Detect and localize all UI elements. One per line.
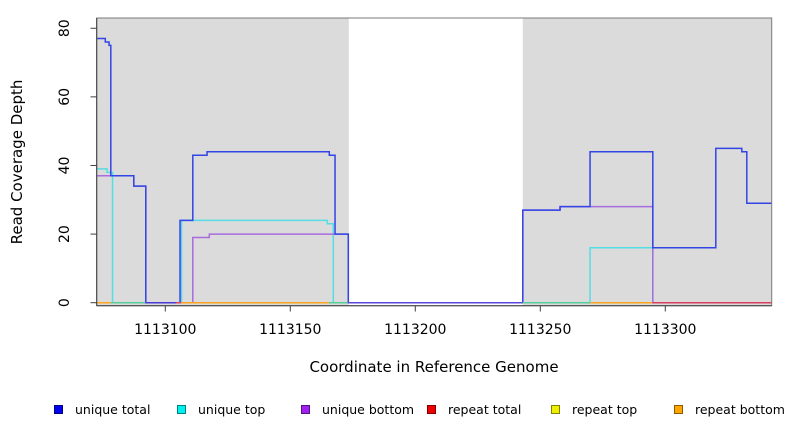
y-tick-label: 20 bbox=[57, 225, 73, 243]
legend-item-repeat-top: repeat top bbox=[551, 401, 637, 417]
x-tick-label: 1113100 bbox=[134, 322, 196, 338]
repeat-region-right bbox=[522, 18, 772, 306]
y-axis-title: Read Coverage Depth bbox=[8, 80, 26, 245]
legend-label: unique bottom bbox=[322, 401, 415, 417]
legend-label: repeat top bbox=[572, 401, 638, 417]
y-tick-label: 40 bbox=[57, 157, 73, 175]
coverage-chart: 1113100 1113150 1113200 1113250 1113300 0 20 40… bbox=[8, 17, 773, 376]
legend-swatch-icon bbox=[551, 404, 560, 414]
legend-label: unique total bbox=[75, 401, 151, 417]
x-tick-label: 1113300 bbox=[634, 322, 696, 338]
y-tick-label: 0 bbox=[57, 298, 73, 307]
shaded-regions bbox=[96, 18, 772, 306]
repeat-region-left bbox=[96, 18, 349, 306]
x-tick-label: 1113200 bbox=[384, 322, 446, 338]
legend-item-unique-top: unique top bbox=[177, 401, 265, 417]
x-tick-label: 1113150 bbox=[259, 322, 321, 338]
legend-label: unique top bbox=[198, 401, 266, 417]
legend-item-repeat-total: repeat total bbox=[427, 401, 521, 417]
legend-swatch-icon bbox=[301, 404, 310, 414]
legend-label: repeat total bbox=[448, 401, 522, 417]
legend-swatch-icon bbox=[427, 404, 436, 414]
legend-item-unique-total: unique total bbox=[54, 401, 150, 417]
legend-swatch-icon bbox=[54, 404, 63, 414]
y-tick-label: 80 bbox=[57, 19, 73, 37]
chart-legend: unique total unique top unique bottom repea… bbox=[0, 398, 792, 424]
series-line-unique-top bbox=[96, 168, 772, 304]
axes: 1113100 1113150 1113200 1113250 1113300 0 20 40… bbox=[57, 18, 772, 338]
legend-label: repeat bottom bbox=[695, 401, 785, 417]
y-tick-label: 60 bbox=[57, 88, 73, 106]
series-line-unique-total bbox=[96, 37, 772, 304]
legend-item-unique-bottom: unique bottom bbox=[301, 401, 414, 417]
legend-swatch-icon bbox=[177, 404, 186, 414]
x-axis-title: Coordinate in Reference Genome bbox=[309, 358, 558, 376]
x-tick-label: 1113250 bbox=[509, 322, 571, 338]
legend-item-repeat-bottom: repeat bottom bbox=[674, 401, 785, 417]
legend-swatch-icon bbox=[674, 404, 683, 414]
